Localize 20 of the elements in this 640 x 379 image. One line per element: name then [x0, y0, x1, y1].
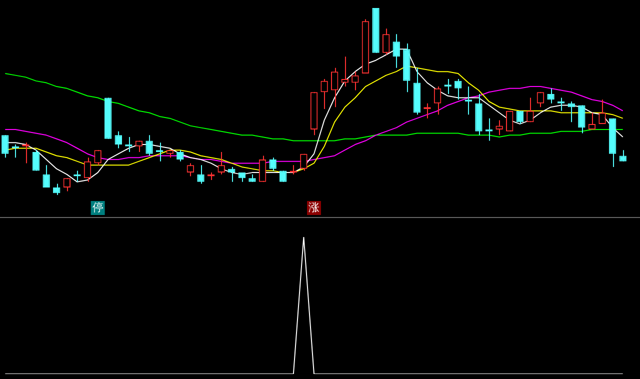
candlestick: [330, 67, 338, 108]
candlestick: [300, 153, 308, 172]
candlestick: [2, 134, 9, 158]
candlestick: [341, 56, 348, 88]
candlestick: [434, 86, 442, 116]
text: 涨: [308, 200, 320, 214]
candlestick: [496, 120, 503, 136]
candlestick: [547, 88, 554, 104]
candlestick: [382, 28, 390, 56]
text: 停: [92, 200, 104, 214]
candlestick: [84, 157, 92, 182]
candlestick: [258, 155, 266, 182]
candlestick: [454, 78, 462, 100]
candlestick: [32, 150, 40, 172]
candlestick: [146, 134, 153, 156]
candlestick: [578, 104, 586, 134]
candlestick: [42, 164, 50, 188]
candlestick: [197, 164, 204, 184]
candlestick: [392, 34, 400, 68]
candlestick: [94, 150, 102, 166]
